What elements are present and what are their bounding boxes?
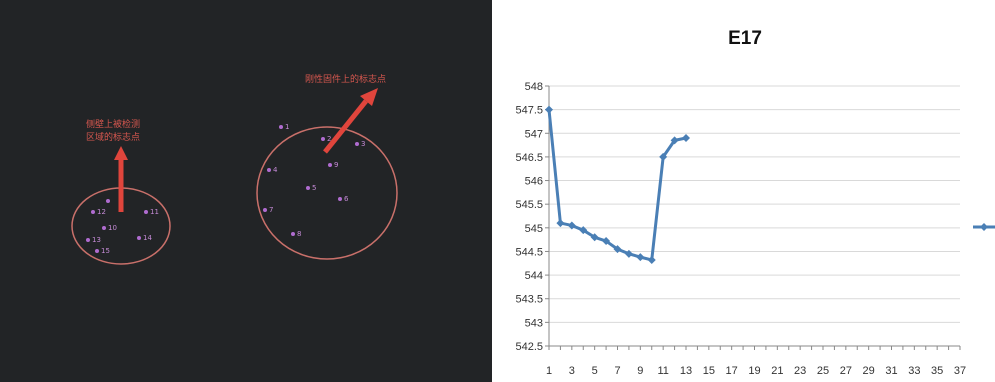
axes [545,85,961,350]
marker-label: 1 [285,123,289,131]
y-tick-label: 545.5 [515,199,543,211]
x-tick-label: 31 [885,365,897,377]
marker-dot [102,226,106,230]
marker-dot [137,236,141,240]
fixture-region-circle [256,126,398,260]
inspection-photo: 侧壁上被检测 区域的标志点 刚性固件上的标志点 12 11 10 13 14 1… [0,0,492,382]
marker-dot [106,199,110,203]
marker-dot [95,249,99,253]
data-point [545,105,553,114]
y-tick-label: 543.5 [515,294,543,306]
data-point [682,134,690,142]
marker-label: 15 [101,247,110,255]
fixture-markers: 1 2 3 4 5 6 7 8 9 [263,123,365,238]
y-tick-label: 544.5 [515,246,543,258]
marker-dot [267,168,271,172]
y-tick-label: 544 [525,270,543,282]
y-tick-label: 547.5 [515,105,543,117]
marker-label: 5 [312,184,316,192]
series-path [547,109,687,262]
marker-dot [279,125,283,129]
data-point [624,249,633,258]
data-point [659,152,668,161]
marker-label: 13 [92,236,101,244]
data-point [647,255,656,264]
marker-dot [263,208,267,212]
marker-dot [144,210,148,214]
marker-label: 3 [361,140,365,148]
right-arrow-shaft [323,99,368,154]
legend-marker [980,223,988,231]
x-tick-label: 3 [569,365,575,377]
x-tick-label: 19 [748,365,760,377]
y-tick-label: 543 [525,317,543,329]
y-tick-label: 545 [525,223,543,235]
y-tick-label: 546 [525,176,543,188]
x-tick-label: 29 [863,365,875,377]
marker-label: 12 [97,208,106,216]
y-tick-label: 547 [525,128,543,140]
marker-label: 4 [273,166,278,174]
annotation-left-line2: 区域的标志点 [86,131,140,143]
marker-dot [306,186,310,190]
legend [973,223,995,231]
right-arrow-head [360,88,378,106]
marker-label: 11 [150,208,159,216]
data-point [567,221,576,230]
series-line [545,105,690,264]
x-tick-label: 27 [840,365,852,377]
marker-label: 10 [108,224,117,232]
x-tick-label: 23 [794,365,806,377]
marker-label: 14 [143,234,152,242]
marker-label: 2 [327,135,331,143]
x-tick-label: 25 [817,365,829,377]
annotation-left-line1: 侧壁上被检测 [86,118,140,130]
x-tick-label: 5 [592,365,598,377]
x-tick-label: 13 [680,365,692,377]
marker-dot [91,210,95,214]
x-tick-label: 1 [546,365,552,377]
y-tick-labels: 548 547.5 547 546.5 546 545.5 545 544.5 544 543.5… [515,81,543,353]
marker-label: 6 [344,195,349,203]
x-tick-label: 11 [657,365,668,377]
left-arrow-head [114,146,128,160]
sidewall-markers: 12 11 10 13 14 15 [86,199,159,255]
marker-label: 9 [334,161,338,169]
x-tick-label: 15 [703,365,715,377]
data-point [613,245,622,254]
x-tick-label: 9 [637,365,643,377]
marker-dot [291,232,295,236]
chart-panel: E17 548 547.5 547 546.5 546 545.5 545 544.5 544 5… [492,0,995,382]
data-point [670,136,679,145]
marker-dot [328,163,332,167]
x-tick-label: 37 [954,365,966,377]
marker-dot [338,197,342,201]
x-tick-label: 7 [614,365,620,377]
marker-label: 8 [297,230,301,238]
marker-label: 7 [269,206,273,214]
x-tick-label: 35 [931,365,943,377]
y-tick-label: 542.5 [515,341,543,353]
marker-dot [355,142,359,146]
line-chart: E17 548547.5547546.5546545.5545544.55445… [515,28,995,377]
data-point [579,226,588,235]
annotation-right: 刚性固件上的标志点 [305,73,386,85]
x-tick-label: 21 [771,365,783,377]
photo-canvas: 侧壁上被检测 区域的标志点 刚性固件上的标志点 12 11 10 13 14 1… [71,73,398,265]
x-tick-labels: 1 3 5 7 9 11 13 15 17 19 21 23 25 27 29 31 33 35 37 [546,365,966,377]
data-point [556,219,565,228]
data-point [636,253,645,262]
y-tick-label: 546.5 [515,152,543,164]
marker-dot [321,137,325,141]
data-point [590,233,599,242]
gridlines [549,85,960,347]
data-point [602,237,611,246]
y-tick-label: 548 [525,81,543,93]
marker-dot [86,238,90,242]
x-tick-label: 17 [726,365,738,377]
chart-title: E17 [728,28,762,49]
x-tick-label: 33 [908,365,920,377]
